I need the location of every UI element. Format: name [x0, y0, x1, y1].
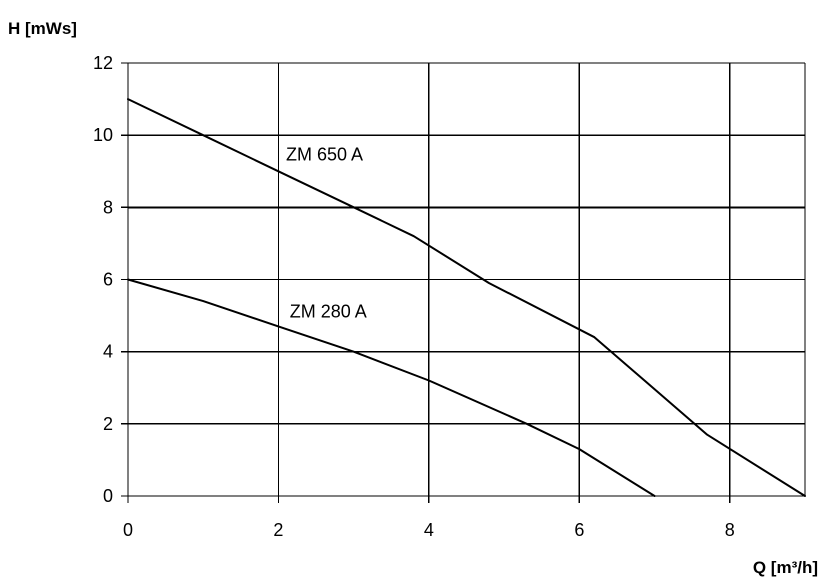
series-line-2	[127, 278, 656, 497]
series-line-1	[127, 98, 806, 497]
x-tick-label: 0	[123, 520, 133, 540]
y-tick-label: 6	[103, 270, 113, 290]
series-label-1: ZM 650 A	[286, 144, 363, 164]
y-tick-label: 10	[93, 125, 113, 145]
grid	[128, 62, 806, 496]
y-tick-label: 8	[103, 197, 113, 217]
x-tick-label: 4	[424, 520, 434, 540]
y-tick-label: 4	[103, 342, 113, 362]
x-tick-label: 2	[273, 520, 283, 540]
tick-labels: 0 2 4 6 8 10 12 0 2 4 6 8	[93, 53, 735, 540]
series: ZM 650 A ZM 280 A	[127, 98, 806, 497]
y-axis-title: H [mWs]	[8, 19, 77, 38]
y-tick-label: 0	[103, 486, 113, 506]
y-tick-label: 2	[103, 414, 113, 434]
x-tick-label: 6	[574, 520, 584, 540]
series-label-2: ZM 280 A	[290, 301, 367, 321]
x-axis-title: Q [m³/h]	[753, 558, 818, 577]
y-tick-label: 12	[93, 53, 113, 73]
x-tick-label: 8	[725, 520, 735, 540]
